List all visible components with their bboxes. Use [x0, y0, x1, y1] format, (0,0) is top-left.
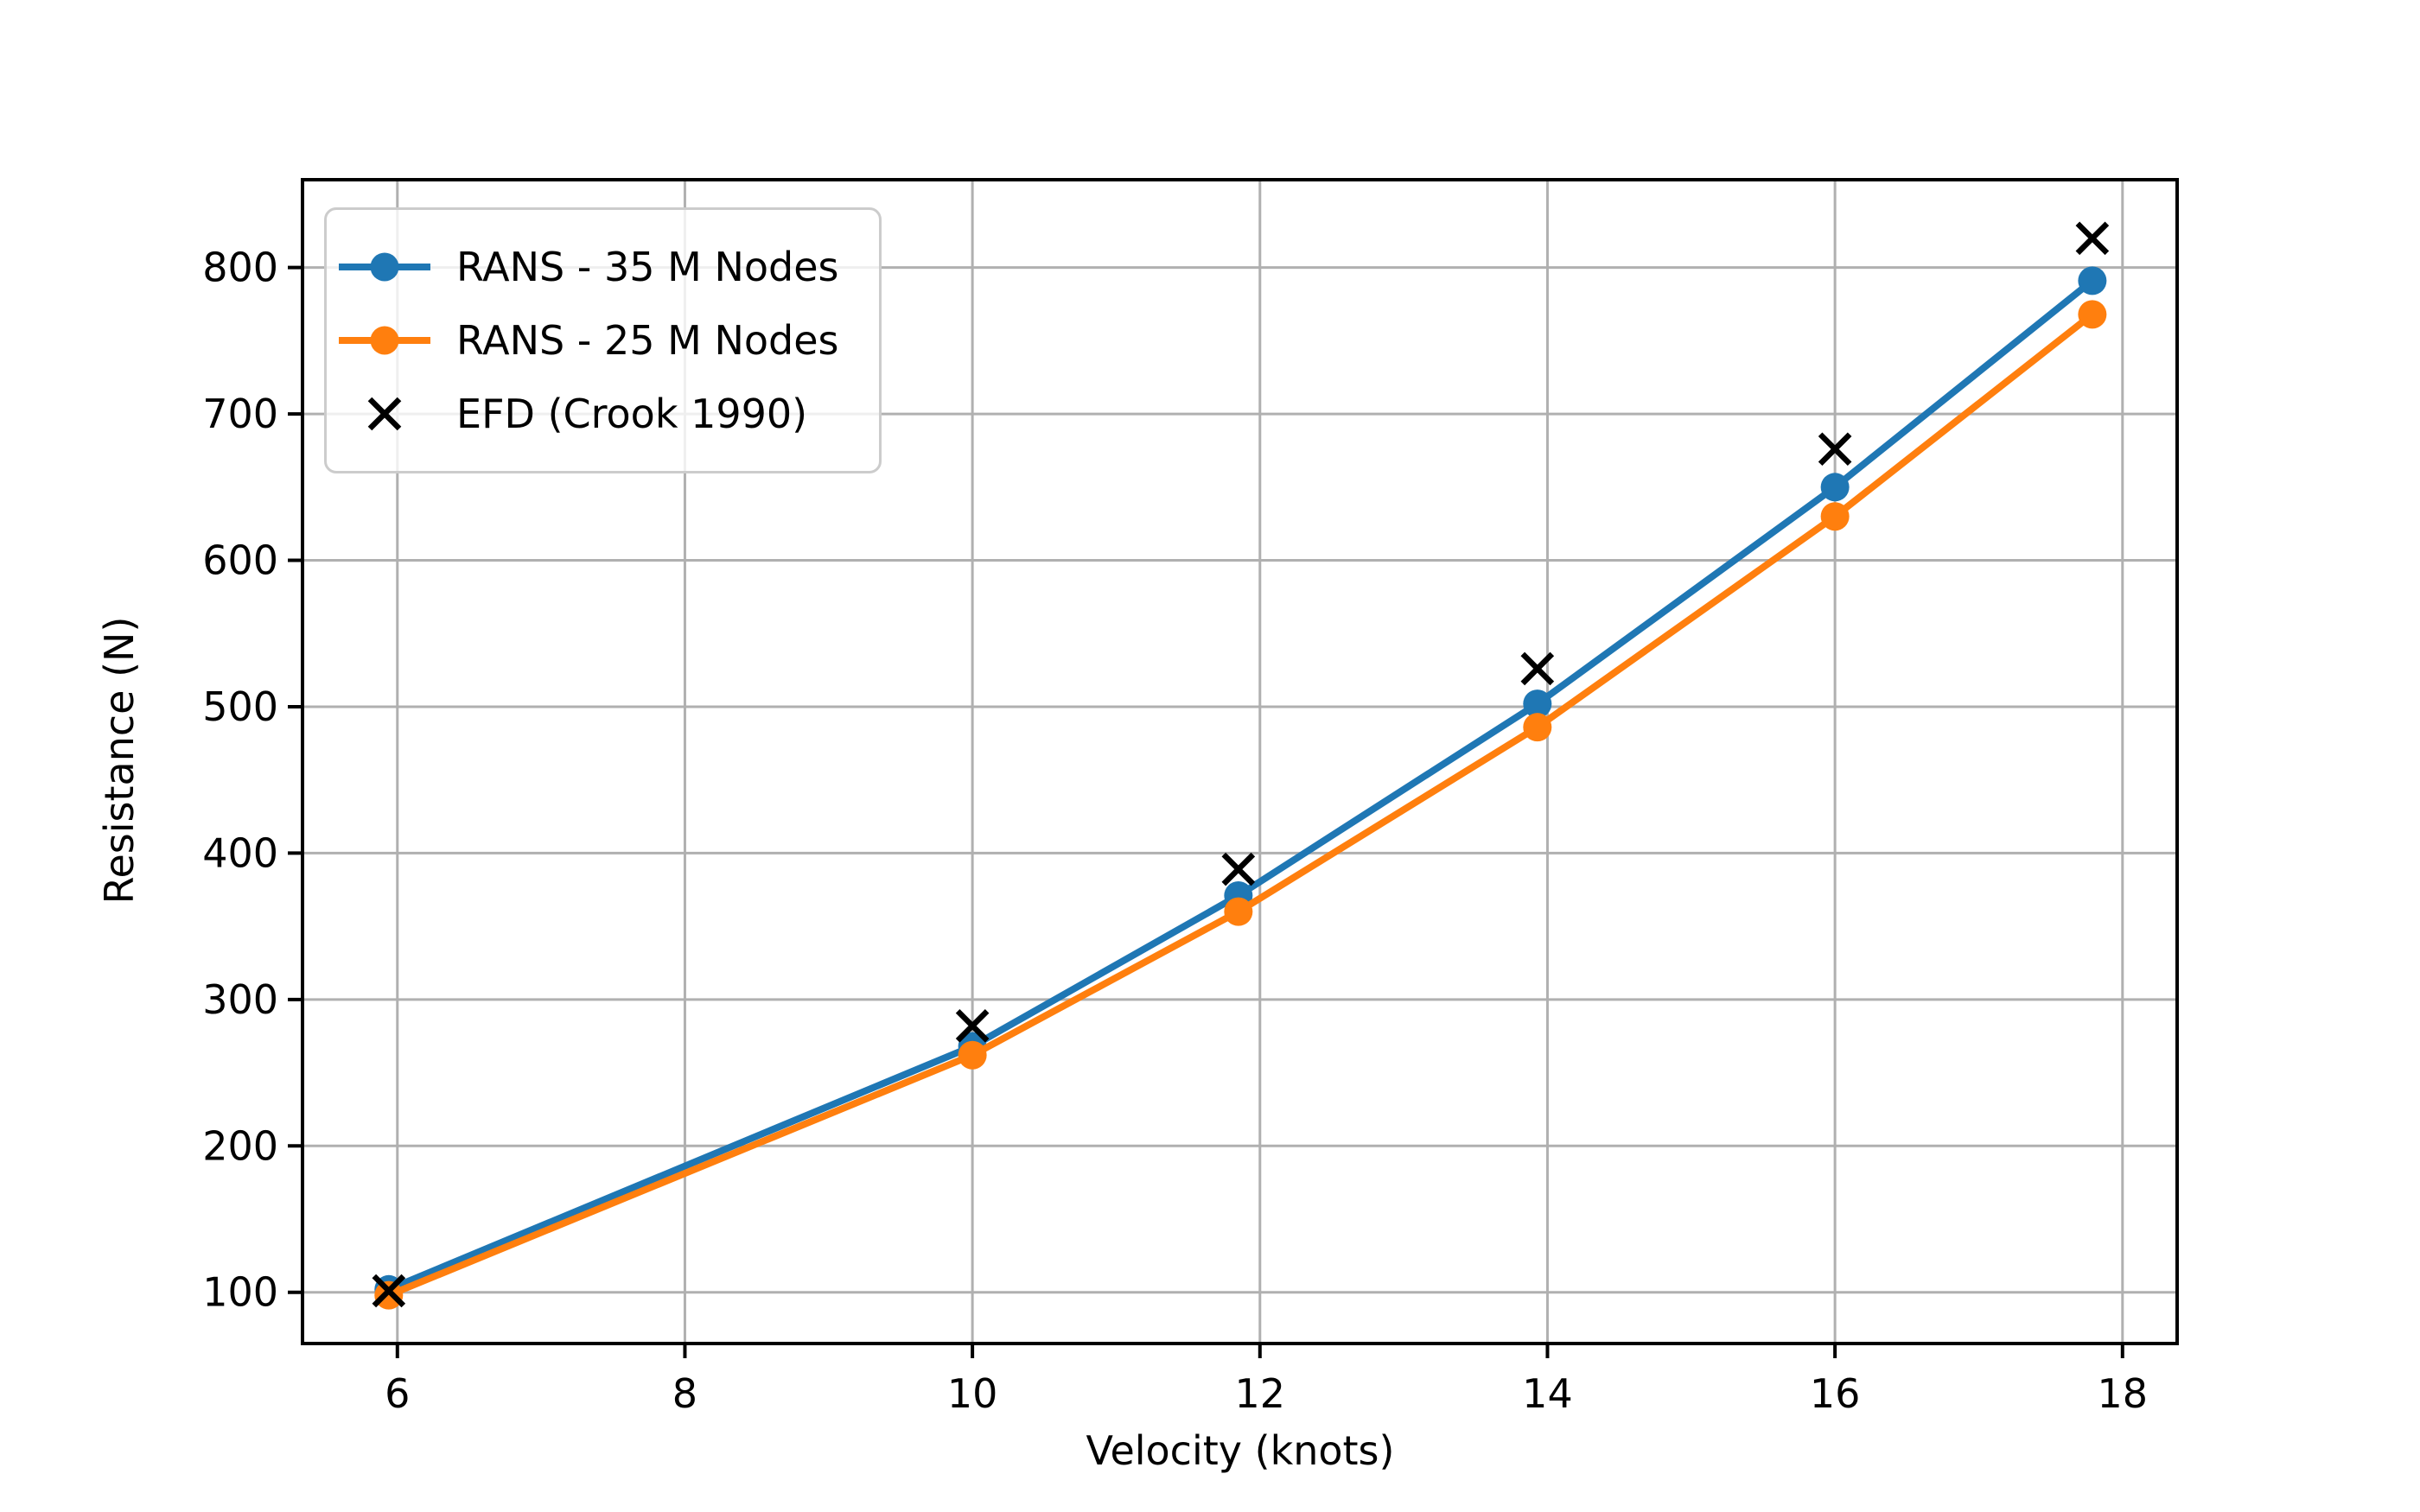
legend-line-circle-sample-icon: [339, 252, 430, 282]
y-tick-label-400: 400: [202, 829, 278, 876]
marker-rans-25-m-nodes-0: [374, 1280, 404, 1310]
y-tick-label-700: 700: [202, 391, 278, 437]
marker-rans-25-m-nodes-2: [1224, 897, 1253, 926]
marker-efd-crook-1990-3: [1520, 651, 1555, 686]
x-tick-label-18: 18: [2098, 1370, 2149, 1417]
legend-label-rans-25: RANS - 25 M Nodes: [456, 317, 839, 364]
x-tick-label-16: 16: [1810, 1370, 1861, 1417]
legend-label-efd: EFD (Crook 1990): [456, 391, 808, 437]
series-line-rans-25-m-nodes: [385, 310, 2096, 1299]
marker-efd-crook-1990-5: [2075, 221, 2110, 256]
marker-efd-crook-1990-4: [1818, 432, 1852, 467]
x-tick-label-10: 10: [947, 1370, 998, 1417]
legend-line-circle-sample-icon: [339, 326, 430, 355]
y-tick-label-500: 500: [202, 683, 278, 730]
marker-rans-25-m-nodes-1: [958, 1040, 987, 1070]
marker-rans-35-m-nodes-5: [2078, 266, 2107, 295]
x-tick-label-6: 6: [385, 1370, 410, 1417]
legend-label-rans-35: RANS - 35 M Nodes: [456, 244, 839, 290]
marker-efd-crook-1990-1: [955, 1009, 990, 1043]
y-tick-label-200: 200: [202, 1122, 278, 1169]
marker-rans-35-m-nodes-3: [1523, 689, 1552, 719]
y-tick-label-600: 600: [202, 537, 278, 584]
legend-item-rans-35: RANS - 35 M Nodes: [337, 247, 870, 287]
x-axis-label: Velocity (knots): [1086, 1427, 1395, 1474]
legend-item-efd: EFD (Crook 1990): [337, 394, 870, 434]
x-tick-label-14: 14: [1522, 1370, 1573, 1417]
marker-rans-25-m-nodes-5: [2078, 300, 2107, 329]
marker-rans-25-m-nodes-4: [1820, 502, 1850, 531]
marker-efd-crook-1990-0: [372, 1274, 406, 1308]
marker-rans-35-m-nodes-4: [1820, 473, 1850, 502]
x-tick-label-12: 12: [1235, 1370, 1286, 1417]
marker-efd-crook-1990-2: [1221, 852, 1256, 886]
legend: RANS - 35 M Nodes RANS - 25 M Nodes EFD …: [324, 207, 882, 473]
legend-item-rans-25: RANS - 25 M Nodes: [337, 321, 870, 360]
y-tick-label-800: 800: [202, 245, 278, 291]
y-tick-label-300: 300: [202, 976, 278, 1023]
marker-rans-25-m-nodes-3: [1523, 713, 1552, 742]
y-axis-label: Resistance (N): [96, 616, 143, 905]
plot-border: [301, 178, 2179, 1345]
series-line-rans-35-m-nodes: [385, 276, 2096, 1293]
y-tick-label-100: 100: [202, 1269, 278, 1316]
legend-x-marker-sample-icon: [367, 397, 402, 431]
x-tick-label-8: 8: [672, 1370, 697, 1417]
